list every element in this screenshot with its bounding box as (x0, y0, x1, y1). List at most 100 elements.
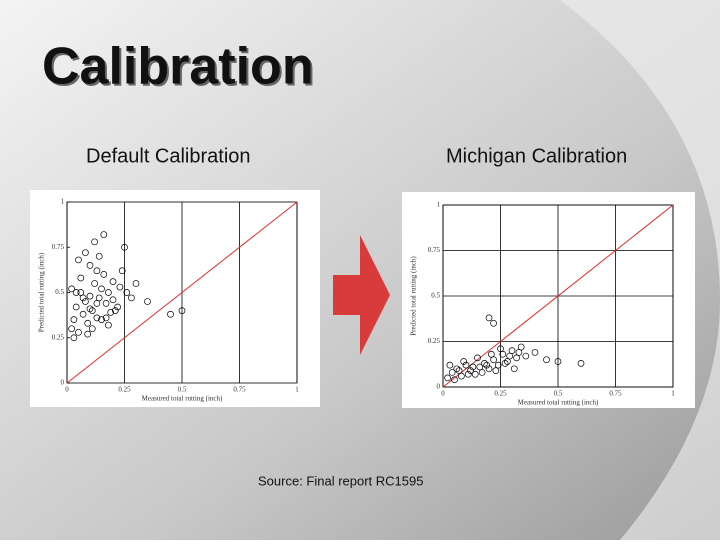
point (510, 365, 518, 373)
source: Source: Final report RC1595 (258, 473, 423, 488)
point (107, 309, 115, 316)
y-tick-label: 0.25 (52, 333, 65, 341)
y-tick-label: 0.75 (428, 246, 441, 254)
point (86, 305, 94, 313)
point (91, 280, 98, 287)
point (478, 369, 486, 376)
point (474, 354, 481, 362)
plot-frame (442, 204, 674, 388)
point (93, 267, 101, 275)
point (105, 289, 112, 296)
point (105, 321, 112, 329)
point (144, 298, 151, 305)
point (132, 280, 140, 287)
point (88, 325, 96, 333)
plot-frame (66, 201, 298, 384)
point (84, 330, 92, 338)
y-tick-label: 0 (61, 379, 65, 387)
point (98, 316, 105, 323)
point (458, 372, 465, 380)
point (522, 352, 530, 360)
x-axis-label: Measured total rutting (inch) (142, 395, 223, 403)
point (93, 314, 101, 322)
point (471, 370, 479, 378)
point (497, 345, 504, 353)
decor (560, 0, 720, 300)
x-tick-label: 0.5 (554, 390, 563, 398)
point (72, 289, 80, 296)
point (517, 343, 525, 351)
point (508, 347, 516, 354)
point (82, 249, 89, 257)
identity-line (442, 204, 674, 388)
point (487, 350, 495, 358)
point (72, 303, 80, 311)
point (476, 363, 484, 371)
point (79, 310, 87, 318)
y-tick-label: 0.75 (52, 243, 65, 251)
x-tick-label: 1 (671, 390, 675, 398)
point (93, 300, 101, 307)
right-label: Michigan Calibration (446, 145, 627, 167)
title-shadow: Calibration (44, 40, 316, 98)
point (543, 356, 550, 364)
point (490, 319, 497, 327)
point (577, 359, 585, 367)
identity-line (66, 201, 298, 384)
point (98, 285, 105, 293)
point (485, 314, 493, 322)
point (531, 349, 539, 356)
point (453, 365, 461, 373)
x-tick-label: 0.75 (233, 386, 246, 394)
point (75, 256, 82, 264)
point (167, 310, 174, 318)
x-tick-label: 0.25 (118, 386, 131, 394)
point (455, 367, 463, 374)
y-tick-label: 0.5 (431, 292, 440, 300)
x-tick-label: 1 (295, 386, 299, 394)
point (114, 303, 121, 311)
point (178, 307, 186, 314)
decor (620, 300, 720, 540)
title: Calibration (42, 38, 314, 96)
point (481, 359, 488, 367)
left-label: Default Calibration (86, 145, 251, 167)
arrow (333, 235, 390, 355)
point (494, 361, 502, 369)
point (490, 356, 497, 364)
y-tick-label: 0.5 (55, 288, 64, 296)
point (121, 243, 128, 251)
x-axis-label: Measured total rutting (inch) (518, 399, 599, 407)
point (109, 296, 117, 304)
point (462, 361, 470, 369)
point (102, 314, 110, 322)
point (88, 307, 96, 314)
point (446, 361, 454, 369)
x-tick-label: 0 (65, 386, 69, 394)
point (467, 367, 474, 374)
point (515, 349, 523, 356)
point (91, 238, 98, 246)
point (75, 328, 82, 336)
x-tick-label: 0 (441, 390, 445, 398)
point (123, 289, 131, 296)
point (118, 267, 126, 275)
point (70, 316, 78, 323)
point (460, 358, 468, 365)
point (100, 231, 108, 238)
point (128, 294, 135, 302)
point (506, 352, 514, 360)
point (95, 252, 103, 260)
point (116, 283, 124, 291)
point (513, 354, 520, 362)
chart-panel (402, 192, 695, 408)
point (100, 271, 108, 278)
point (84, 319, 92, 327)
point (448, 369, 456, 376)
y-tick-label: 1 (61, 198, 65, 206)
point (109, 278, 117, 285)
x-tick-label: 0.5 (178, 386, 187, 394)
point (451, 376, 458, 384)
point (504, 358, 511, 365)
